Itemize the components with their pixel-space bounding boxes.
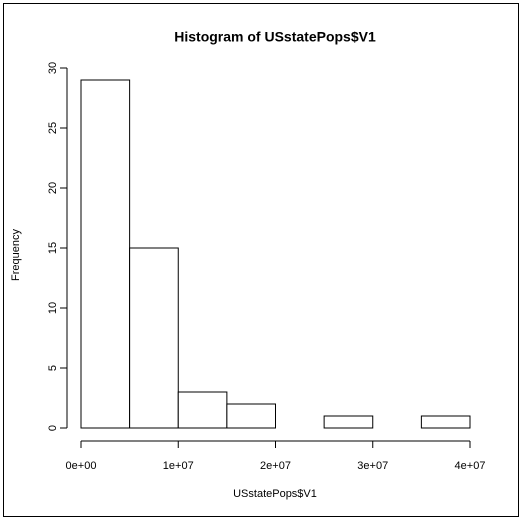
x-tick-label: 4e+07	[455, 460, 486, 472]
chart-title: Histogram of USstatePops$V1	[174, 29, 376, 45]
bar	[80, 79, 131, 429]
bar	[420, 415, 471, 429]
y-axis-label: Frequency	[10, 229, 22, 281]
y-tick-label: 15	[47, 242, 59, 254]
y-tick-label: 20	[47, 182, 59, 194]
x-tick-label: 2e+07	[260, 460, 291, 472]
y-tick-label: 30	[47, 62, 59, 74]
y-tick-label: 0	[47, 425, 59, 431]
bar	[323, 415, 374, 429]
bar	[177, 391, 228, 429]
frame	[3, 3, 519, 517]
y-tick-label: 25	[47, 122, 59, 134]
x-tick-label: 3e+07	[357, 460, 388, 472]
bar	[129, 247, 179, 429]
x-tick-label: 1e+07	[163, 460, 194, 472]
y-tick-label: 5	[47, 365, 59, 371]
x-axis-label: USstatePops$V1	[233, 488, 317, 500]
bar	[226, 403, 276, 429]
x-tick-label: 0e+00	[66, 460, 97, 472]
y-tick-label: 10	[47, 302, 59, 314]
